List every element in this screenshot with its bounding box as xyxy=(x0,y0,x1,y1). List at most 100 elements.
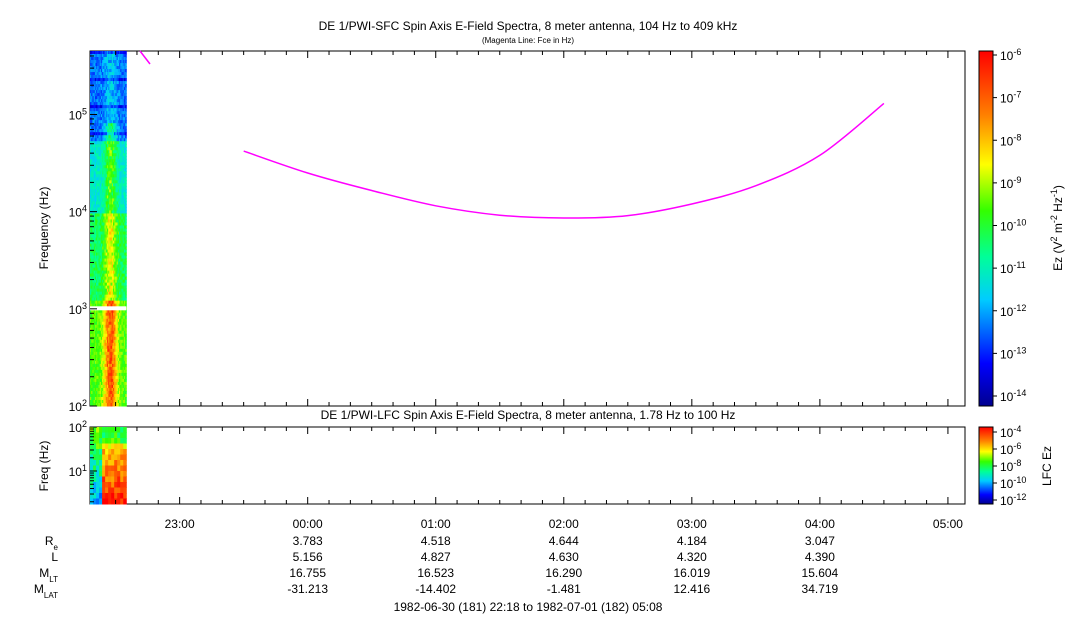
sfc-spectrogram-cell xyxy=(111,123,114,127)
sfc-spectrogram-cell xyxy=(96,378,98,383)
sfc-spectrogram-cell xyxy=(98,174,101,178)
time-tick-label: 00:00 xyxy=(293,517,323,531)
sfc-spectrogram-cell xyxy=(116,285,119,290)
sfc-spectrogram-cell xyxy=(104,228,107,233)
lfc-spectrogram-cell xyxy=(90,471,94,477)
sfc-spectrogram-cell xyxy=(105,309,108,314)
sfc-spectrogram-cell xyxy=(125,144,127,148)
sfc-spectrogram-cell xyxy=(106,360,109,365)
sfc-spectrogram-cell xyxy=(98,303,101,308)
sfc-spectrogram-cell xyxy=(109,204,112,208)
sfc-spectrogram-cell xyxy=(96,396,98,401)
sfc-spectrogram-cell xyxy=(110,60,113,64)
sfc-spectrogram-cell xyxy=(111,105,114,109)
sfc-spectrogram-cell xyxy=(97,345,99,350)
sfc-spectrogram-cell xyxy=(98,84,101,88)
sfc-spectrogram-cell xyxy=(99,231,102,236)
sfc-spectrogram-cell xyxy=(104,252,107,257)
sfc-spectrogram-cell xyxy=(106,219,109,223)
sfc-spectrogram-cell xyxy=(94,111,97,115)
sfc-spectrogram-cell xyxy=(122,135,125,139)
sfc-spectrogram-cell xyxy=(122,177,125,181)
sfc-spectrogram-cell xyxy=(115,78,118,82)
sfc-spectrogram-cell xyxy=(108,303,110,308)
sfc-spectrogram-cell xyxy=(98,348,101,353)
sfc-spectrogram-cell xyxy=(114,219,116,223)
sfc-spectrogram-cell xyxy=(105,399,108,404)
sfc-spectrogram-cell xyxy=(96,171,98,175)
sfc-spectrogram-cell xyxy=(97,138,99,142)
sfc-spectrogram-cell xyxy=(119,96,121,100)
cbar1-tick-label: 10-13 xyxy=(1000,345,1026,361)
sfc-spectrogram-cell xyxy=(94,225,97,229)
sfc-spectrogram-cell xyxy=(93,204,96,208)
sfc-spectrogram-cell xyxy=(123,117,126,121)
sfc-spectrogram-cell xyxy=(109,192,112,196)
sfc-spectrogram-cell xyxy=(90,225,92,229)
sfc-spectrogram-cell xyxy=(90,228,92,233)
sfc-spectrogram-cell xyxy=(97,285,99,290)
sfc-spectrogram-cell xyxy=(90,216,92,220)
sfc-spectrogram-cell xyxy=(105,255,108,260)
sfc-spectrogram-cell xyxy=(93,261,96,266)
ephemeris-row-label: Re xyxy=(45,534,59,552)
sfc-spectrogram-cell xyxy=(108,366,110,371)
sfc-spectrogram-cell xyxy=(119,147,121,151)
sfc-spectrogram-cell xyxy=(117,174,120,178)
ephemeris-value: 4.184 xyxy=(677,534,707,548)
sfc-spectrogram-cell xyxy=(90,120,92,124)
sfc-spectrogram-cell xyxy=(97,273,99,278)
sfc-spectrogram-cell xyxy=(106,273,109,278)
sfc-spectrogram-cell xyxy=(99,360,102,365)
sfc-spectrogram-cell xyxy=(123,249,126,254)
sfc-spectrogram-cell xyxy=(109,165,112,169)
sfc-spectrogram-cell xyxy=(99,174,102,178)
sfc-spectrogram-cell xyxy=(112,288,115,293)
sfc-spectrogram-cell xyxy=(119,192,121,196)
sfc-spectrogram-cell xyxy=(109,117,112,121)
sfc-spectrogram-cell xyxy=(116,267,119,272)
sfc-spectrogram-cell xyxy=(115,384,118,389)
lfc-spectrogram-cell xyxy=(123,449,127,455)
lfc-spectrogram-cell xyxy=(96,487,100,494)
sfc-spectrogram-cell xyxy=(93,300,96,305)
sfc-spectrogram-cell xyxy=(117,369,120,374)
lfc-spectrogram-cell xyxy=(117,454,121,461)
sfc-spectrogram-cell xyxy=(103,237,106,242)
sfc-spectrogram-cell xyxy=(114,402,116,407)
sfc-spectrogram-cell xyxy=(123,360,126,365)
sfc-spectrogram-cell xyxy=(104,351,107,356)
sfc-spectrogram-cell xyxy=(103,135,106,139)
sfc-spectrogram-cell xyxy=(125,162,127,166)
sfc-spectrogram-cell xyxy=(96,183,98,187)
ephemeris-value: -31.213 xyxy=(287,582,328,596)
sfc-spectrogram-cell xyxy=(111,201,114,205)
sfc-spectrogram-cell xyxy=(114,207,116,211)
sfc-spectrogram-cell xyxy=(115,378,118,383)
sfc-spectrogram-cell xyxy=(94,321,97,326)
sfc-spectrogram-cell xyxy=(106,66,109,70)
sfc-spectrogram-cell xyxy=(109,399,112,404)
sfc-spectrogram-cell xyxy=(121,318,124,323)
sfc-spectrogram-cell xyxy=(103,156,106,160)
sfc-spectrogram-cell xyxy=(98,243,101,248)
sfc-spectrogram-cell xyxy=(106,201,109,205)
sfc-spectrogram-cell xyxy=(117,252,120,257)
sfc-spectrogram-cell xyxy=(91,360,93,365)
sfc-spectrogram-cell xyxy=(109,342,112,347)
sfc-spectrogram-cell xyxy=(104,186,107,190)
sfc-spectrogram-cell xyxy=(104,357,107,362)
sfc-spectrogram-cell xyxy=(121,156,124,160)
sfc-spectrogram-cell xyxy=(119,213,121,217)
sfc-spectrogram-cell xyxy=(115,381,118,386)
sfc-spectrogram-cell xyxy=(102,258,104,263)
sfc-spectrogram-cell xyxy=(92,258,95,263)
sfc-spectrogram-cell xyxy=(99,213,102,217)
sfc-spectrogram-cell xyxy=(111,57,114,61)
sfc-spectrogram-cell xyxy=(106,51,109,55)
sfc-spectrogram-cell xyxy=(111,366,114,371)
sfc-spectrogram-cell xyxy=(120,372,122,377)
sfc-spectrogram-cell xyxy=(116,159,119,163)
sfc-spectrogram-cell xyxy=(91,234,93,239)
